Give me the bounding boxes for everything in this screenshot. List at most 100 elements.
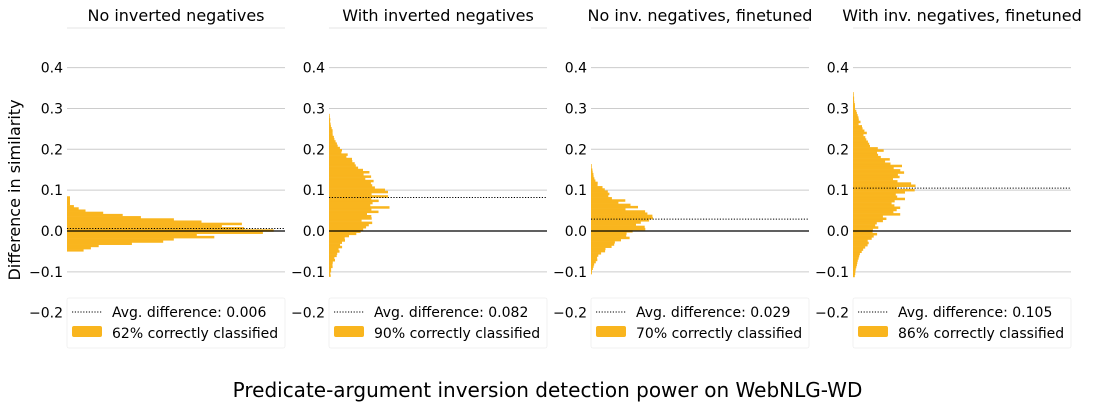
histogram-bar: [329, 155, 347, 159]
histogram-bar: [329, 254, 337, 258]
histogram-bar: [591, 219, 650, 222]
histogram-bar: [329, 166, 359, 170]
histogram-bar: [67, 200, 70, 204]
histogram-bar: [329, 250, 340, 253]
histogram-bar: [853, 197, 905, 201]
histogram-bar: [853, 213, 901, 216]
histogram-bar: [853, 171, 905, 174]
histogram-bar: [853, 180, 898, 183]
panel-1: No inverted negatives 0.4 0.3 0.2 0.1 0.0 −0.1…: [29, 6, 286, 349]
histogram-bar: [853, 239, 868, 243]
legend-box: [328, 297, 548, 349]
y-tick-label: 0.2: [827, 142, 849, 158]
y-tick-label: −0.2: [815, 306, 849, 322]
y-tick-label: 0.1: [41, 183, 63, 199]
histogram-bar: [329, 270, 332, 273]
histogram-bar: [591, 183, 598, 187]
histogram-bar: [329, 267, 332, 271]
histogram-bar: [67, 216, 141, 219]
histogram-bar: [329, 118, 331, 121]
legend-box: [590, 297, 810, 349]
histogram-bar: [329, 228, 364, 231]
histogram-bar: [853, 120, 861, 124]
histogram-bar: [591, 194, 609, 198]
panel-title: With inv. negatives, finetuned: [842, 6, 1082, 25]
histogram-bar: [853, 164, 902, 168]
legend-box: [852, 297, 1072, 349]
legend-hist-swatch: [596, 326, 626, 337]
histogram-bar: [329, 120, 331, 123]
histogram-bar: [591, 181, 598, 185]
histogram-bar: [67, 209, 86, 212]
histogram-bar: [591, 223, 636, 226]
histogram-bar: [591, 269, 592, 273]
histogram-bar: [853, 147, 878, 150]
histogram-bar: [591, 234, 627, 237]
legend-hist-label: 86% correctly classified: [898, 326, 1064, 342]
histogram-bar: [591, 241, 615, 244]
histogram-bar: [853, 116, 859, 119]
histogram-bar: [329, 138, 335, 141]
histogram-bar: [853, 235, 874, 238]
histogram-bar: [329, 162, 355, 165]
histogram-bar: [591, 249, 606, 253]
histogram-bar: [591, 247, 606, 251]
histogram-bar: [329, 149, 342, 152]
panel-title: No inv. negatives, finetuned: [588, 6, 813, 25]
histogram-bar: [329, 142, 337, 145]
y-axis-label: Difference in similarity: [5, 99, 24, 280]
histogram-bar: [67, 227, 245, 230]
y-tick-label: 0.3: [303, 101, 325, 117]
histogram-bar: [853, 155, 881, 159]
y-tick-label: 0.3: [565, 101, 587, 117]
legend-hist-swatch: [334, 326, 364, 337]
histogram-bar: [853, 94, 854, 97]
histogram-bar: [329, 215, 372, 218]
histogram-bar: [853, 122, 859, 126]
histogram-bar: [853, 109, 857, 113]
histogram-bar: [853, 206, 901, 210]
histogram-bar: [591, 166, 592, 169]
histogram-bar: [853, 182, 912, 185]
histogram-bar: [853, 204, 895, 207]
histogram-bar: [853, 248, 864, 251]
histogram-bar: [591, 179, 596, 182]
histogram-bar: [329, 248, 339, 251]
histogram-bar: [67, 235, 215, 239]
histogram-bar: [853, 169, 901, 172]
histogram-bar: [329, 219, 362, 222]
histogram-bar: [329, 197, 372, 200]
histogram-bar: [853, 237, 872, 240]
y-tick-label: 0.0: [565, 224, 587, 240]
histogram-bar: [591, 192, 610, 196]
histogram-bar: [67, 244, 99, 248]
panel-title: With inverted negatives: [342, 6, 534, 25]
histogram-bar: [329, 186, 375, 189]
histogram-bar: [329, 151, 342, 154]
histogram-bar: [853, 274, 855, 278]
histogram-bar: [329, 261, 333, 264]
y-tick-label: −0.1: [815, 265, 849, 281]
histogram-bar: [853, 151, 877, 155]
histogram-bar: [853, 175, 900, 179]
y-tick-label: −0.2: [29, 306, 63, 322]
histogram-bar: [67, 233, 197, 237]
histogram-bar: [853, 111, 857, 115]
histogram-bar: [591, 205, 638, 209]
histogram-bar: [329, 239, 345, 242]
histogram-bar: [591, 203, 631, 207]
histogram-bar: [329, 208, 372, 211]
y-tick-label: 0.3: [41, 101, 63, 117]
histogram-bar: [591, 263, 595, 266]
histogram-bar: [329, 245, 343, 249]
histogram-bar: [329, 113, 330, 117]
histogram-bar: [329, 252, 338, 255]
histogram-bar: [853, 261, 858, 265]
histogram-bar: [591, 243, 615, 246]
histogram-bar: [591, 164, 592, 167]
histogram-bar: [329, 217, 372, 220]
histogram-bar: [591, 170, 593, 174]
histogram-bar: [591, 245, 612, 248]
histogram-bar: [853, 246, 866, 249]
histogram-bar: [853, 219, 883, 223]
